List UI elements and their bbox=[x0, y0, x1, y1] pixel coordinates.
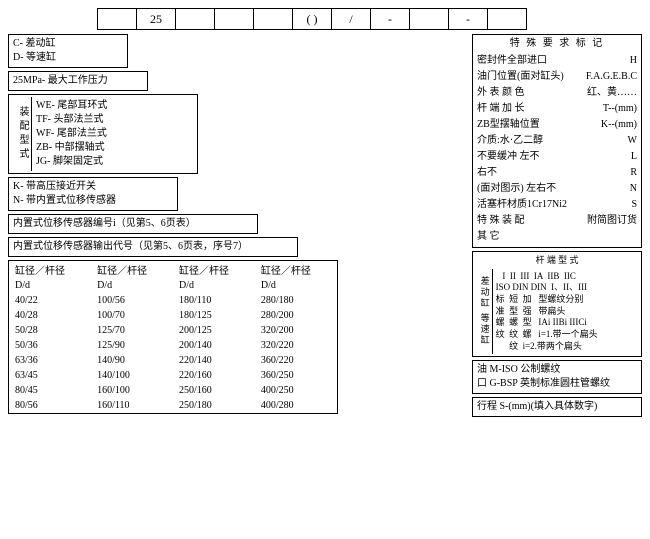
sensor-code-box: 内置式位移传感器编号i（见第5、6页表） bbox=[8, 214, 258, 234]
top-cell: ( ) bbox=[292, 8, 332, 30]
dia-cell: 63/36 bbox=[9, 353, 92, 368]
dia-subheader: D/d bbox=[255, 279, 338, 293]
special-row: 活塞杆材质1Cr17Ni2S bbox=[477, 197, 637, 213]
pressure-box: 25MPa- 最大工作压力 bbox=[8, 71, 148, 91]
special-row: 油门位置(面对缸头)F.A.G.E.B.C bbox=[477, 69, 637, 85]
special-req-box: 特 殊 要 求 标 记 密封件全部进口H油门位置(面对缸头)F.A.G.E.B.… bbox=[472, 34, 642, 248]
dia-cell: 320/200 bbox=[255, 323, 338, 338]
mount-box: 装配型式 WE- 尾部耳环式TF- 头部法兰式WF- 尾部法兰式ZB- 中部摆轴… bbox=[8, 94, 198, 174]
mount-label: 装配型式 bbox=[13, 97, 32, 171]
top-code-boxes: 25( )/-- bbox=[98, 8, 642, 30]
special-row: (面对图示) 左右不N bbox=[477, 181, 637, 197]
thread-box: 油 M-ISO 公制螺纹 口 G-BSP 英制标准圆柱管螺纹 bbox=[472, 360, 642, 394]
switch-n: N- 带内置式位移传感器 bbox=[13, 194, 173, 208]
rod-end-box: 杆 端 型 式 差动缸 等速缸 I II III IA IIB IICISO D… bbox=[472, 251, 642, 357]
top-cell: - bbox=[448, 8, 488, 30]
switch-k: K- 带高压接近开关 bbox=[13, 180, 173, 194]
top-cell bbox=[214, 8, 254, 30]
dia-cell: 100/56 bbox=[91, 293, 173, 308]
rod-line: 标 短 加 型螺纹分别 bbox=[496, 294, 634, 306]
dia-cell: 400/280 bbox=[255, 398, 338, 414]
dia-cell: 140/100 bbox=[91, 368, 173, 383]
top-cell bbox=[97, 8, 137, 30]
dia-header: 缸径／杆径 bbox=[91, 261, 173, 280]
dia-subheader: D/d bbox=[9, 279, 92, 293]
top-cell: / bbox=[331, 8, 371, 30]
special-row: 杆 端 加 长T--(mm) bbox=[477, 101, 637, 117]
dia-cell: 200/125 bbox=[173, 323, 255, 338]
special-row: 外 表 颜 色红、黄…… bbox=[477, 85, 637, 101]
cylinder-type-box: C- 差动缸 D- 等速缸 bbox=[8, 34, 128, 68]
dia-cell: 160/100 bbox=[91, 383, 173, 398]
mount-item: WF- 尾部法兰式 bbox=[36, 127, 189, 141]
dia-subheader: D/d bbox=[91, 279, 173, 293]
dia-cell: 360/250 bbox=[255, 368, 338, 383]
mount-item: TF- 头部法兰式 bbox=[36, 113, 189, 127]
dia-cell: 125/90 bbox=[91, 338, 173, 353]
mount-list: WE- 尾部耳环式TF- 头部法兰式WF- 尾部法兰式ZB- 中部摆轴式JG- … bbox=[32, 97, 193, 171]
top-cell: 25 bbox=[136, 8, 176, 30]
special-row: 其 它 bbox=[477, 229, 637, 245]
top-cell: - bbox=[370, 8, 410, 30]
dia-cell: 40/22 bbox=[9, 293, 92, 308]
rod-line: ISO DIN DIN I、II、III bbox=[496, 282, 634, 294]
diameter-table: 缸径／杆径缸径／杆径缸径／杆径缸径／杆径D/dD/dD/dD/d40/22100… bbox=[8, 260, 338, 414]
dia-cell: 63/45 bbox=[9, 368, 92, 383]
rod-line: 螺 螺 型 IAi IIBi IIICi bbox=[496, 317, 634, 329]
special-row: 不要缓冲 左不L bbox=[477, 149, 637, 165]
sensor-output-box: 内置式位移传感器输出代号（见第5、6页表，序号7） bbox=[8, 237, 298, 257]
dia-cell: 180/110 bbox=[173, 293, 255, 308]
dia-cell: 280/180 bbox=[255, 293, 338, 308]
mount-item: WE- 尾部耳环式 bbox=[36, 99, 189, 113]
rod-end-title: 杆 端 型 式 bbox=[477, 254, 637, 267]
special-title: 特 殊 要 求 标 记 bbox=[477, 37, 637, 51]
dia-cell: 400/250 bbox=[255, 383, 338, 398]
dia-cell: 360/220 bbox=[255, 353, 338, 368]
dia-cell: 250/160 bbox=[173, 383, 255, 398]
dia-cell: 140/90 bbox=[91, 353, 173, 368]
special-row: 右不R bbox=[477, 165, 637, 181]
rod-line: I II III IA IIB IIC bbox=[496, 271, 634, 283]
top-cell bbox=[253, 8, 293, 30]
top-cell bbox=[409, 8, 449, 30]
special-row: 介质:水·乙二醇W bbox=[477, 133, 637, 149]
thread-m: 油 M-ISO 公制螺纹 bbox=[477, 363, 637, 377]
type-d: D- 等速缸 bbox=[13, 51, 123, 65]
sensor-switch-box: K- 带高压接近开关 N- 带内置式位移传感器 bbox=[8, 177, 178, 211]
dia-cell: 100/70 bbox=[91, 308, 173, 323]
thread-g: 口 G-BSP 英制标准圆柱管螺纹 bbox=[477, 377, 637, 391]
dia-header: 缸径／杆径 bbox=[173, 261, 255, 280]
rod-line: 纹 i=2.带两个扁头 bbox=[496, 341, 634, 353]
type-c: C- 差动缸 bbox=[13, 37, 123, 51]
dia-header: 缸径／杆径 bbox=[9, 261, 92, 280]
dia-cell: 50/36 bbox=[9, 338, 92, 353]
mount-item: ZB- 中部摆轴式 bbox=[36, 141, 189, 155]
dia-cell: 40/28 bbox=[9, 308, 92, 323]
rod-end-left: 差动缸 等速缸 bbox=[477, 269, 493, 355]
dia-cell: 125/70 bbox=[91, 323, 173, 338]
top-cell bbox=[175, 8, 215, 30]
dia-cell: 250/180 bbox=[173, 398, 255, 414]
dia-cell: 50/28 bbox=[9, 323, 92, 338]
dia-cell: 220/160 bbox=[173, 368, 255, 383]
dia-cell: 160/110 bbox=[91, 398, 173, 414]
dia-cell: 180/125 bbox=[173, 308, 255, 323]
dia-cell: 80/56 bbox=[9, 398, 92, 414]
dia-header: 缸径／杆径 bbox=[255, 261, 338, 280]
dia-cell: 200/140 bbox=[173, 338, 255, 353]
stroke-box: 行程 S-(mm)(填入具体数字) bbox=[472, 397, 642, 417]
special-row: 特 殊 装 配附简图订货 bbox=[477, 213, 637, 229]
rod-end-content: I II III IA IIB IICISO DIN DIN I、II、III标… bbox=[493, 269, 637, 355]
top-cell bbox=[487, 8, 527, 30]
dia-cell: 220/140 bbox=[173, 353, 255, 368]
dia-cell: 320/220 bbox=[255, 338, 338, 353]
dia-cell: 280/200 bbox=[255, 308, 338, 323]
rod-line: 准 型 强 带扁头 bbox=[496, 306, 634, 318]
special-row: ZB型摆轴位置K--(mm) bbox=[477, 117, 637, 133]
dia-cell: 80/45 bbox=[9, 383, 92, 398]
mount-item: JG- 脚架固定式 bbox=[36, 155, 189, 169]
dia-subheader: D/d bbox=[173, 279, 255, 293]
rod-line: 纹 纹 螺 i=1.带一个扁头 bbox=[496, 329, 634, 341]
special-row: 密封件全部进口H bbox=[477, 53, 637, 69]
